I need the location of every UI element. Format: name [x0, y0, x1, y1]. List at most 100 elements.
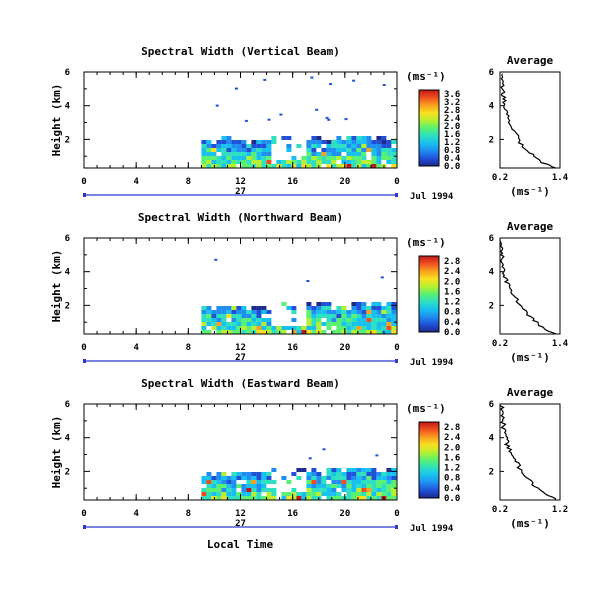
- heatmap-cell: [206, 156, 212, 160]
- heatmap-cell: [331, 496, 337, 500]
- profile-x-label: (ms⁻¹): [510, 351, 550, 364]
- heatmap-cell: [326, 476, 332, 480]
- heatmap-cell: [206, 480, 212, 484]
- heatmap-cell: [276, 160, 282, 164]
- heatmap-cell: [251, 326, 257, 330]
- heatmap-cell: [206, 330, 212, 334]
- heatmap-cell: [251, 480, 257, 484]
- heatmap-cell: [301, 468, 307, 472]
- heatmap-cell: [351, 148, 357, 152]
- profile-x-tick-label: 1.2: [552, 505, 568, 515]
- heatmap-cell: [286, 480, 292, 484]
- heatmap-cell: [351, 156, 357, 160]
- y-tick-label: 2: [65, 301, 70, 311]
- heatmap-cell: [236, 492, 242, 496]
- heatmap-cell: [381, 322, 387, 326]
- heatmap-cell: [391, 310, 397, 314]
- heatmap-cell: [211, 148, 217, 152]
- profile-x-tick-label: 0.2: [492, 505, 508, 515]
- heatmap-cell: [331, 156, 337, 160]
- heatmap-cell: [391, 302, 397, 306]
- heatmap-cell: [216, 472, 222, 476]
- heatmap-cell: [331, 480, 337, 484]
- heatmap-cell: [206, 322, 212, 326]
- heatmap-cell: [231, 322, 237, 326]
- heatmap-cell: [261, 484, 267, 488]
- heatmap-cell: [311, 496, 317, 500]
- heatmap-cell: [226, 306, 232, 310]
- heatmap-cell: [316, 318, 322, 322]
- heatmap-cell: [331, 322, 337, 326]
- profile-y-tick-label: 6: [489, 234, 494, 244]
- heatmap-cell: [346, 492, 352, 496]
- heatmap-cell: [226, 148, 232, 152]
- profile-x-label: (ms⁻¹): [510, 185, 550, 198]
- heatmap-cell: [296, 468, 302, 472]
- heatmap-cell: [391, 306, 397, 310]
- heatmap-cell: [361, 136, 367, 140]
- heatmap-cell: [376, 306, 382, 310]
- heatmap-cell: [256, 492, 262, 496]
- heatmap-cell: [251, 322, 257, 326]
- heatmap-cell: [206, 140, 212, 144]
- heatmap-cell: [326, 302, 332, 306]
- heatmap-cell: [371, 476, 377, 480]
- heatmap-cell: [216, 318, 222, 322]
- heatmap-cell: [381, 314, 387, 318]
- heatmap-cell: [386, 314, 392, 318]
- heatmap-cell: [331, 164, 337, 168]
- heatmap-cell: [326, 144, 332, 148]
- profile-frame: [499, 237, 561, 335]
- heatmap-cell: [206, 476, 212, 480]
- heatmap-cell: [306, 140, 312, 144]
- y-tick-label: 2: [65, 467, 70, 477]
- heatmap-cell: [241, 160, 247, 164]
- heatmap-cell: [381, 156, 387, 160]
- heatmap-cell: [231, 152, 237, 156]
- heatmap-cell: [311, 148, 317, 152]
- heatmap-cell: [386, 492, 392, 496]
- heatmap-cell: [276, 330, 282, 334]
- heatmap-cell: [371, 140, 377, 144]
- heatmap-cell: [386, 472, 392, 476]
- heatmap-cell: [221, 476, 227, 480]
- heatmap-cell: [226, 140, 232, 144]
- heatmap-cell: [316, 140, 322, 144]
- heatmap-cell: [221, 496, 227, 500]
- heatmap-cell: [361, 156, 367, 160]
- heatmap-cell: [386, 152, 392, 156]
- heatmap-cell: [256, 488, 262, 492]
- panel-title: Spectral Width (Vertical Beam): [141, 45, 340, 58]
- heatmap-cell: [351, 480, 357, 484]
- heatmap-cell: [371, 330, 377, 334]
- heatmap-cell: [286, 148, 292, 152]
- heatmap-cell: [321, 140, 327, 144]
- heatmap-cell: [256, 306, 262, 310]
- heatmap-cell: [356, 144, 362, 148]
- x-tick-label: 20: [339, 177, 350, 187]
- heatmap-cell: [371, 144, 377, 148]
- heatmap-cell: [351, 310, 357, 314]
- x-tick-label: 20: [339, 343, 350, 353]
- heatmap-cell: [361, 144, 367, 148]
- heatmap-cell: [231, 148, 237, 152]
- heatmap-cell: [391, 140, 397, 144]
- heatmap-cell: [211, 480, 217, 484]
- heatmap-cell: [266, 476, 272, 480]
- heatmap-cell: [331, 472, 337, 476]
- heatmap-cell: [261, 480, 267, 484]
- heatmap-cell: [261, 152, 267, 156]
- heatmap-cell: [271, 496, 277, 500]
- heatmap-cell: [346, 318, 352, 322]
- heatmap-cell: [386, 306, 392, 310]
- heatmap-cell: [351, 144, 357, 148]
- heatmap-cell: [321, 322, 327, 326]
- heatmap-cell: [376, 156, 382, 160]
- y-ticks: 2 4 6: [65, 234, 397, 323]
- heatmap-cell: [376, 302, 382, 306]
- heatmap-cell: [376, 136, 382, 140]
- heatmap-cell: [241, 476, 247, 480]
- heatmap-cell: [376, 330, 382, 334]
- colorbar-tick-label: 1.6: [444, 287, 460, 297]
- heatmap-cell: [386, 148, 392, 152]
